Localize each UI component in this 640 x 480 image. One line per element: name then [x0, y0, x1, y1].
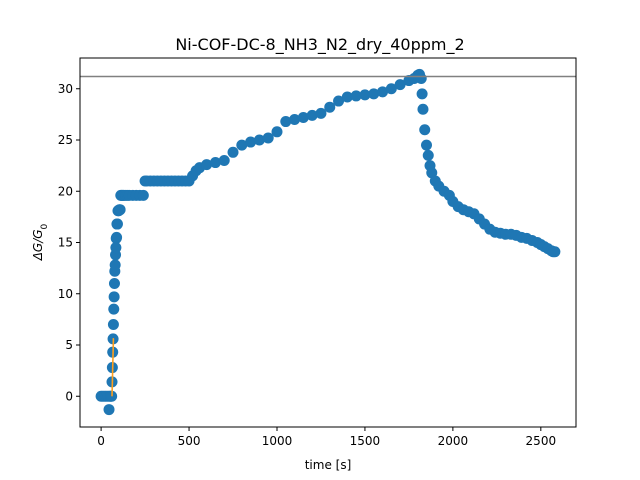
data-point [289, 114, 301, 125]
data-point [110, 242, 122, 254]
data-point [377, 86, 389, 98]
data-point [315, 107, 327, 119]
data-point [271, 126, 283, 138]
data-point [422, 149, 434, 161]
fit-line [111, 338, 115, 397]
x-tick-label: 1000 [262, 434, 293, 448]
data-point [306, 109, 318, 121]
data-point [108, 291, 120, 303]
data-point [262, 132, 274, 144]
data-point [420, 139, 432, 151]
data-point [341, 91, 353, 103]
data-point [297, 111, 309, 123]
y-axis-label-main: ΔG/G [31, 229, 45, 261]
data-point [103, 404, 115, 416]
x-tick-label: 1500 [350, 434, 381, 448]
plot-area [80, 68, 576, 416]
data-point [245, 136, 257, 148]
x-tick-label: 500 [178, 434, 201, 448]
data-point [280, 116, 292, 128]
data-point [416, 88, 428, 100]
data-point [385, 83, 397, 95]
data-point [419, 124, 431, 136]
x-tick-label: 2000 [438, 434, 469, 448]
y-tick-label: 5 [65, 338, 73, 352]
data-point [415, 73, 427, 84]
data-point [114, 204, 126, 216]
y-tick-label: 0 [65, 389, 73, 403]
data-point [359, 89, 371, 101]
data-point [111, 218, 123, 230]
y-axis-label: ΔG/G0 [31, 223, 50, 261]
x-axis-label: time [s] [305, 458, 352, 472]
y-axis-label-subscript: 0 [40, 223, 50, 229]
data-point [333, 95, 345, 107]
chart-title: Ni-COF-DC-8_NH3_N2_dry_40ppm_2 [175, 35, 464, 55]
data-point [107, 319, 119, 330]
data-point [201, 159, 213, 171]
data-point [549, 246, 561, 258]
data-point [253, 134, 265, 146]
data-point [109, 259, 121, 271]
data-point [426, 167, 438, 179]
x-tick-label: 0 [97, 434, 105, 448]
y-tick-label: 10 [58, 287, 73, 301]
y-tick-label: 30 [58, 82, 73, 96]
data-point [236, 139, 248, 151]
y-tick-label: 15 [58, 236, 73, 250]
data-point [218, 155, 230, 166]
axes: 0 500 1000 1500 2000 2500 0 5 10 15 20 25 30 [58, 57, 577, 448]
data-point [108, 278, 120, 289]
y-tick-label: 20 [58, 184, 73, 198]
data-point [350, 90, 362, 102]
axes-frame [79, 57, 577, 428]
data-point [108, 303, 120, 315]
data-point [394, 79, 406, 91]
data-point [417, 103, 429, 115]
data-point [227, 146, 239, 158]
y-tick-label: 25 [58, 133, 73, 147]
data-point [111, 231, 123, 243]
data-point [137, 189, 149, 201]
data-point [209, 157, 221, 169]
data-point [368, 88, 380, 100]
x-tick-label: 2500 [526, 434, 557, 448]
data-point [324, 101, 336, 113]
